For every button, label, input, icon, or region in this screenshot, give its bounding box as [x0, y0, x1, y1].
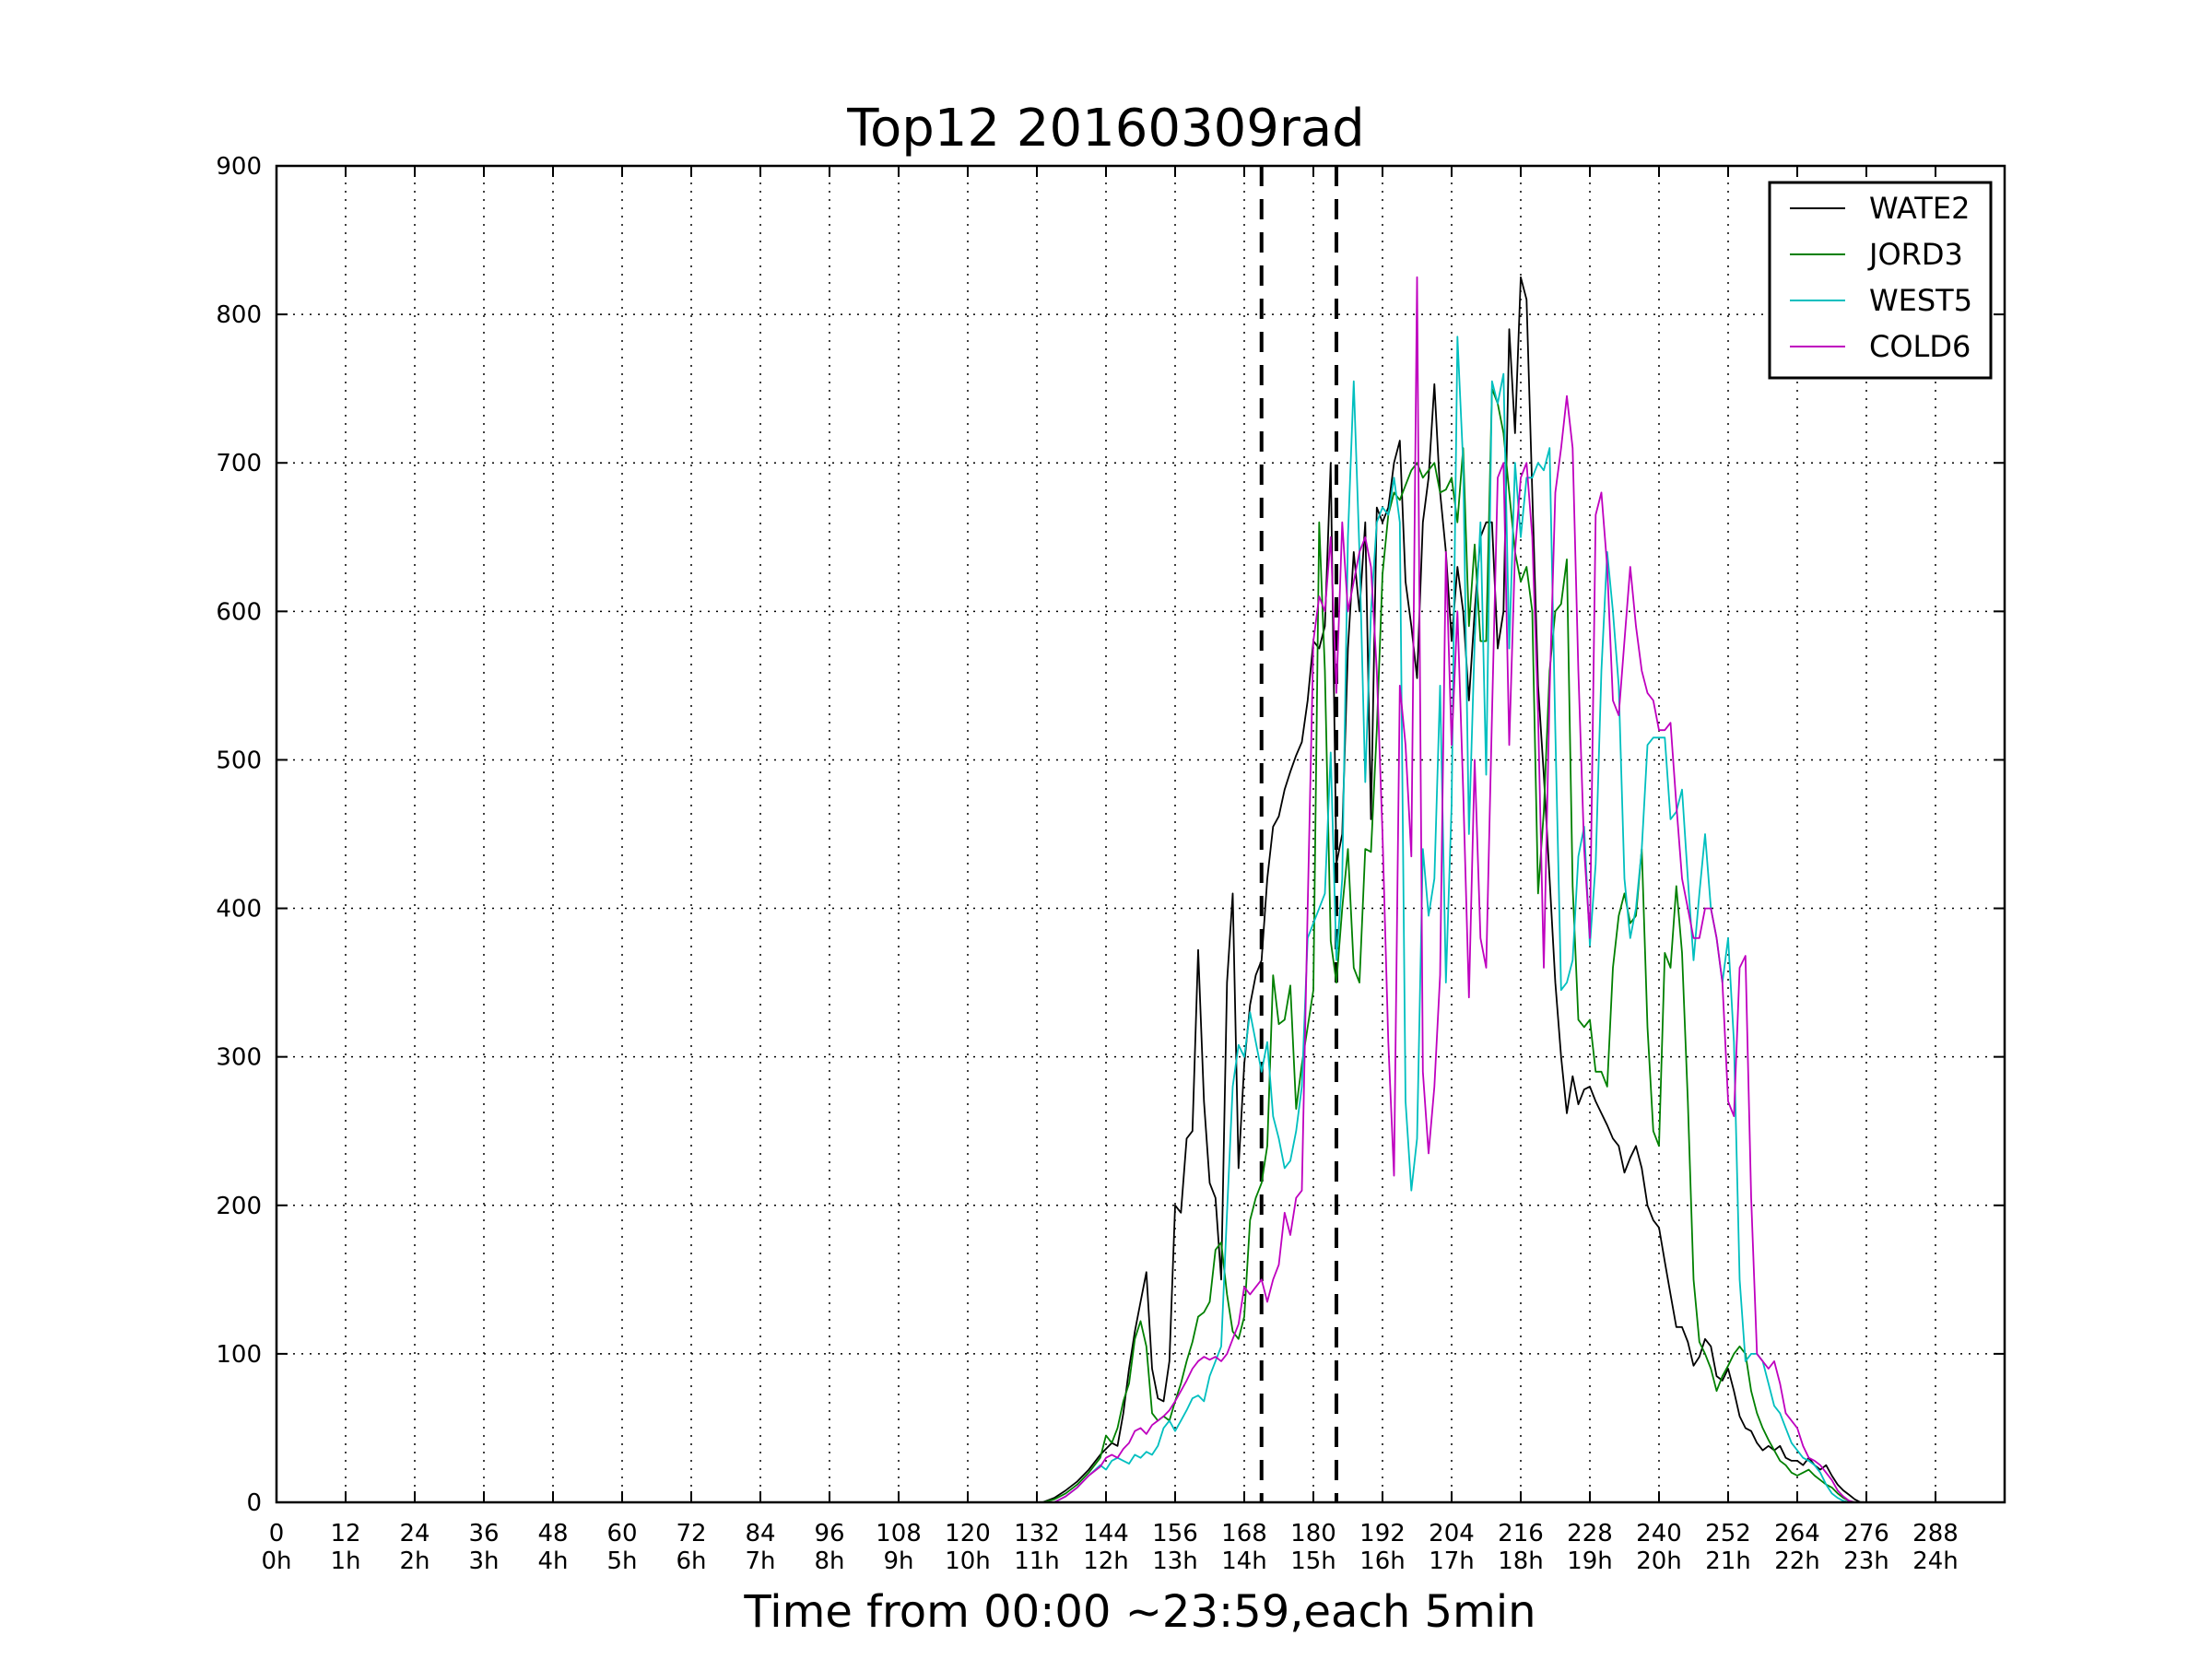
x-tick-hour-label: 9h [883, 1547, 913, 1575]
chart-title: Top12 20160309rad [846, 99, 1364, 159]
x-tick-hour-label: 13h [1152, 1547, 1198, 1575]
x-tick-label: 168 [1221, 1520, 1267, 1547]
y-tick-label: 900 [216, 153, 262, 181]
x-tick-label: 240 [1636, 1520, 1682, 1547]
x-tick-label: 216 [1498, 1520, 1544, 1547]
x-tick-hour-label: 12h [1083, 1547, 1129, 1575]
x-tick-label: 12 [330, 1520, 360, 1547]
x-tick-hour-label: 11h [1014, 1547, 1060, 1575]
y-tick-label: 500 [216, 747, 262, 774]
y-tick-label: 200 [216, 1193, 262, 1220]
x-tick-label: 252 [1705, 1520, 1751, 1547]
legend-label: WATE2 [1869, 191, 1970, 226]
x-tick-label: 156 [1152, 1520, 1198, 1547]
x-tick-label: 192 [1359, 1520, 1406, 1547]
y-tick-label: 700 [216, 450, 262, 477]
x-tick-hour-label: 18h [1498, 1547, 1544, 1575]
x-tick-hour-label: 19h [1567, 1547, 1613, 1575]
y-axis: 0 100 200 300 400 500 600 700 800 900 [216, 153, 2005, 1517]
x-tick-hour-label: 15h [1290, 1547, 1336, 1575]
y-tick-label: 300 [216, 1044, 262, 1072]
series-line-west5 [276, 335, 2005, 1503]
legend-box [1768, 181, 1993, 380]
x-tick-hour-label: 1h [330, 1547, 360, 1575]
series-line-wate2 [276, 276, 2005, 1503]
x-tick-label: 132 [1014, 1520, 1060, 1547]
x-tick-hour-label: 20h [1636, 1547, 1682, 1575]
x-tick-label: 0 [269, 1520, 285, 1547]
legend-label: JORD3 [1867, 237, 1963, 272]
y-tick-label: 100 [216, 1341, 262, 1369]
x-tick-hour-label: 2h [399, 1547, 429, 1575]
x-tick-label: 96 [814, 1520, 844, 1547]
x-tick-hour-label: 10h [945, 1547, 991, 1575]
x-tick-label: 288 [1912, 1520, 1959, 1547]
x-tick-hour-label: 6h [676, 1547, 706, 1575]
x-tick-label: 204 [1429, 1520, 1475, 1547]
x-tick-label: 36 [468, 1520, 499, 1547]
x-tick-hour-label: 14h [1221, 1547, 1267, 1575]
x-tick-label: 84 [745, 1520, 775, 1547]
x-tick-label: 276 [1843, 1520, 1889, 1547]
x-tick-hour-label: 17h [1429, 1547, 1475, 1575]
x-tick-label: 60 [606, 1520, 637, 1547]
x-tick-label: 144 [1083, 1520, 1129, 1547]
x-tick-label: 120 [945, 1520, 991, 1547]
x-tick-hour-label: 5h [606, 1547, 637, 1575]
series-line-cold6 [276, 276, 2005, 1503]
x-tick-hour-label: 4h [537, 1547, 568, 1575]
x-tick-hour-label: 0h [261, 1547, 291, 1575]
y-tick-label: 0 [246, 1489, 262, 1517]
x-tick-label: 180 [1290, 1520, 1336, 1547]
x-axis-label: Time from 00:00 ~23:59,each 5min [743, 1586, 1535, 1638]
x-tick-hour-label: 22h [1774, 1547, 1820, 1575]
x-tick-label: 264 [1774, 1520, 1820, 1547]
x-tick-label: 48 [537, 1520, 568, 1547]
x-tick-label: 228 [1567, 1520, 1613, 1547]
series-lines [276, 276, 2005, 1503]
x-tick-hour-label: 8h [814, 1547, 844, 1575]
x-tick-hour-label: 7h [745, 1547, 775, 1575]
y-tick-label: 800 [216, 301, 262, 329]
x-tick-hour-label: 24h [1912, 1547, 1959, 1575]
legend-label: COLD6 [1869, 329, 1971, 364]
x-tick-hour-label: 23h [1843, 1547, 1889, 1575]
y-tick-label: 600 [216, 598, 262, 626]
x-tick-label: 108 [876, 1520, 922, 1547]
legend-label: WEST5 [1869, 283, 1972, 318]
x-tick-hour-label: 3h [468, 1547, 499, 1575]
plot-frame [275, 164, 2006, 1504]
legend: WATE2 JORD3 WEST5 COLD6 [1768, 181, 1993, 380]
x-tick-label: 24 [399, 1520, 429, 1547]
x-tick-hour-label: 21h [1705, 1547, 1751, 1575]
x-tick-hour-label: 16h [1359, 1547, 1406, 1575]
y-tick-label: 400 [216, 896, 262, 924]
x-tick-label: 72 [676, 1520, 706, 1547]
